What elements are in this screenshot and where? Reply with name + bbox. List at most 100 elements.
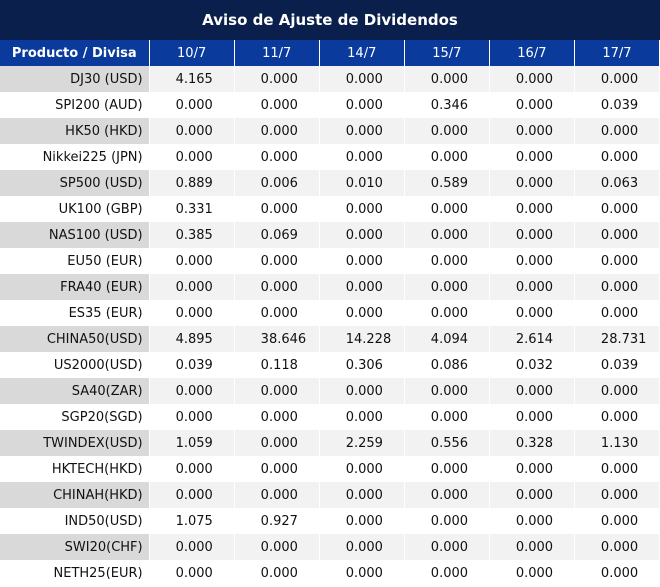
dividend-value-cell: 0.000 — [574, 66, 660, 92]
dividend-value-cell: 0.000 — [404, 222, 490, 248]
dividend-value-cell: 0.000 — [404, 378, 490, 404]
dividend-value-cell: 0.000 — [149, 404, 235, 430]
dividend-value-cell: 0.000 — [319, 508, 405, 534]
dividend-value-cell: 0.000 — [489, 378, 575, 404]
column-header-date: 16/7 — [489, 40, 575, 66]
column-header-date: 14/7 — [319, 40, 405, 66]
dividend-value-cell: 0.556 — [404, 430, 490, 456]
table-row: Nikkei225 (JPN) 0.000 0.000 0.000 0.000 0.000… — [0, 144, 660, 170]
dividend-value-cell: 0.000 — [234, 534, 320, 560]
dividend-value-cell: 0.000 — [404, 300, 490, 326]
dividend-value-cell: 0.000 — [319, 248, 405, 274]
dividend-value-cell: 0.306 — [319, 352, 405, 378]
dividend-value-cell: 0.000 — [234, 430, 320, 456]
header-row: Producto / Divisa 10/7 11/7 14/7 15/7 16… — [0, 40, 660, 66]
dividend-value-cell: 0.000 — [404, 482, 490, 508]
dividend-value-cell: 28.731 — [574, 326, 660, 352]
dividend-value-cell: 0.039 — [574, 92, 660, 118]
dividend-value-cell: 0.000 — [319, 196, 405, 222]
product-name-cell: Nikkei225 (JPN) — [0, 144, 150, 170]
dividend-value-cell: 0.032 — [489, 352, 575, 378]
dividend-value-cell: 0.000 — [574, 482, 660, 508]
dividend-value-cell: 0.000 — [319, 456, 405, 482]
dividend-value-cell: 0.000 — [149, 300, 235, 326]
dividend-value-cell: 0.063 — [574, 170, 660, 196]
dividend-value-cell: 0.000 — [489, 534, 575, 560]
dividend-value-cell: 0.000 — [319, 560, 405, 586]
dividend-value-cell: 0.000 — [574, 118, 660, 144]
dividend-value-cell: 0.000 — [149, 118, 235, 144]
product-name-cell: SGP20(SGD) — [0, 404, 150, 430]
dividend-value-cell: 0.000 — [404, 144, 490, 170]
dividend-value-cell: 0.000 — [149, 248, 235, 274]
dividend-value-cell: 0.000 — [489, 92, 575, 118]
dividend-table: Producto / Divisa 10/7 11/7 14/7 15/7 16… — [0, 40, 660, 586]
dividend-value-cell: 0.000 — [149, 144, 235, 170]
dividend-value-cell: 0.000 — [149, 456, 235, 482]
dividend-value-cell: 1.130 — [574, 430, 660, 456]
product-name-cell: NETH25(EUR) — [0, 560, 150, 586]
dividend-value-cell: 0.118 — [234, 352, 320, 378]
dividend-value-cell: 0.000 — [319, 66, 405, 92]
product-name-cell: TWINDEX(USD) — [0, 430, 150, 456]
dividend-value-cell: 0.039 — [574, 352, 660, 378]
dividend-value-cell: 0.589 — [404, 170, 490, 196]
dividend-value-cell: 0.927 — [234, 508, 320, 534]
dividend-value-cell: 0.000 — [404, 534, 490, 560]
dividend-value-cell: 0.000 — [319, 144, 405, 170]
table-row: US2000(USD) 0.039 0.118 0.306 0.086 0.032 0.03… — [0, 352, 660, 378]
product-name-cell: HK50 (HKD) — [0, 118, 150, 144]
dividend-value-cell: 0.000 — [149, 560, 235, 586]
dividend-value-cell: 0.010 — [319, 170, 405, 196]
product-name-cell: SWI20(CHF) — [0, 534, 150, 560]
dividend-value-cell: 0.000 — [574, 300, 660, 326]
column-header-product: Producto / Divisa — [0, 40, 150, 66]
dividend-value-cell: 0.000 — [489, 196, 575, 222]
product-name-cell: NAS100 (USD) — [0, 222, 150, 248]
dividend-value-cell: 0.000 — [319, 404, 405, 430]
dividend-value-cell: 0.000 — [149, 378, 235, 404]
dividend-value-cell: 0.000 — [574, 560, 660, 586]
product-name-cell: SP500 (USD) — [0, 170, 150, 196]
dividend-value-cell: 0.331 — [149, 196, 235, 222]
dividend-value-cell: 0.000 — [319, 118, 405, 144]
dividend-value-cell: 0.000 — [489, 170, 575, 196]
dividend-value-cell: 0.000 — [234, 482, 320, 508]
dividend-value-cell: 0.000 — [574, 534, 660, 560]
dividend-value-cell: 0.000 — [574, 248, 660, 274]
product-name-cell: HKTECH(HKD) — [0, 456, 150, 482]
table-row: SPI200 (AUD) 0.000 0.000 0.000 0.346 0.000 0.0… — [0, 92, 660, 118]
table-row: CHINA50(USD) 4.895 38.646 14.228 4.094 2.614 2… — [0, 326, 660, 352]
table-row: SWI20(CHF) 0.000 0.000 0.000 0.000 0.000 0.000 — [0, 534, 660, 560]
table-row: FRA40 (EUR) 0.000 0.000 0.000 0.000 0.000 0.00… — [0, 274, 660, 300]
product-name-cell: CHINAH(HKD) — [0, 482, 150, 508]
product-name-cell: SPI200 (AUD) — [0, 92, 150, 118]
dividend-value-cell: 4.165 — [149, 66, 235, 92]
dividend-value-cell: 1.059 — [149, 430, 235, 456]
dividend-value-cell: 4.895 — [149, 326, 235, 352]
table-row: SP500 (USD) 0.889 0.006 0.010 0.589 0.000 0.06… — [0, 170, 660, 196]
product-name-cell: FRA40 (EUR) — [0, 274, 150, 300]
dividend-value-cell: 14.228 — [319, 326, 405, 352]
dividend-value-cell: 0.000 — [234, 248, 320, 274]
dividend-value-cell: 0.000 — [404, 118, 490, 144]
column-header-date: 17/7 — [574, 40, 660, 66]
table-row: HK50 (HKD) 0.000 0.000 0.000 0.000 0.000 0.000 — [0, 118, 660, 144]
product-name-cell: IND50(USD) — [0, 508, 150, 534]
table-row: UK100 (GBP) 0.331 0.000 0.000 0.000 0.000 0.00… — [0, 196, 660, 222]
product-name-cell: EU50 (EUR) — [0, 248, 150, 274]
table-row: NETH25(EUR) 0.000 0.000 0.000 0.000 0.000 0.00… — [0, 560, 660, 586]
column-header-date: 11/7 — [234, 40, 320, 66]
dividend-value-cell: 0.000 — [404, 508, 490, 534]
dividend-value-cell: 0.000 — [319, 274, 405, 300]
dividend-value-cell: 0.346 — [404, 92, 490, 118]
dividend-value-cell: 0.000 — [319, 92, 405, 118]
table-row: SA40(ZAR) 0.000 0.000 0.000 0.000 0.000 0.000 — [0, 378, 660, 404]
dividend-value-cell: 0.000 — [149, 92, 235, 118]
dividend-value-cell: 0.000 — [489, 248, 575, 274]
dividend-value-cell: 0.889 — [149, 170, 235, 196]
dividend-value-cell: 0.000 — [574, 222, 660, 248]
dividend-value-cell: 0.000 — [234, 404, 320, 430]
dividend-value-cell: 0.385 — [149, 222, 235, 248]
dividend-value-cell: 0.000 — [234, 144, 320, 170]
